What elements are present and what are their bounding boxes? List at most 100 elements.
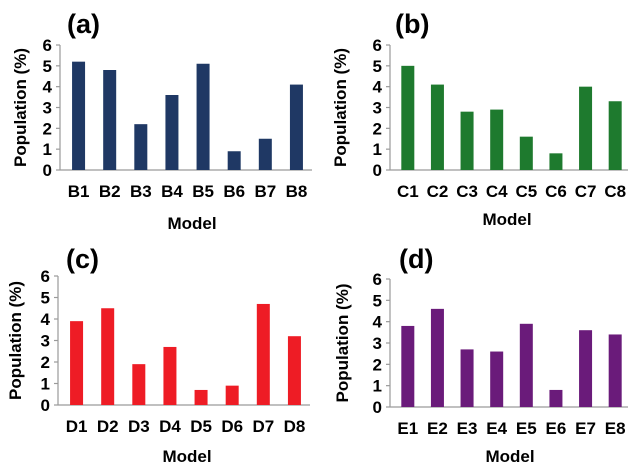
bar-B5 <box>196 63 210 170</box>
y-tick-label: 4 <box>43 78 53 97</box>
bar-E8 <box>608 334 622 407</box>
x-tick-label: C8 <box>604 182 626 201</box>
x-tick-label: C3 <box>456 182 478 201</box>
bar-C7 <box>579 86 593 170</box>
bar-D7 <box>256 303 270 405</box>
x-tick-label: E1 <box>397 419 418 438</box>
bar-C8 <box>608 101 622 170</box>
bar-C5 <box>519 136 533 170</box>
y-tick-label: 5 <box>373 291 382 310</box>
y-tick-label: 6 <box>41 267 50 286</box>
bar-C6 <box>549 153 563 170</box>
x-tick-label: D3 <box>128 417 150 436</box>
panel-label: (b) <box>395 9 429 39</box>
y-tick-label: 0 <box>373 398 382 417</box>
bar-B3 <box>134 124 148 170</box>
x-tick-label: B3 <box>130 182 152 201</box>
bar-E2 <box>430 308 444 407</box>
y-tick-label: 3 <box>43 99 52 118</box>
bar-D5 <box>194 389 208 405</box>
y-tick-label: 4 <box>41 310 51 329</box>
x-axis-title: Model <box>167 214 216 233</box>
y-axis-title: Population (%) <box>333 284 352 403</box>
bar-D1 <box>70 321 84 405</box>
bar-E1 <box>401 325 415 407</box>
y-tick-label: 6 <box>43 36 52 55</box>
y-tick-label: 3 <box>373 99 382 118</box>
y-tick-label: 0 <box>41 396 50 415</box>
y-tick-label: 5 <box>41 289 50 308</box>
x-tick-label: C4 <box>486 182 508 201</box>
x-tick-label: B4 <box>161 182 183 201</box>
bar-B1 <box>72 61 86 170</box>
panel-label: (c) <box>66 244 99 274</box>
x-tick-label: B7 <box>254 182 276 201</box>
bar-B4 <box>165 95 179 170</box>
chart-panel-3: (c) 0 1 2 3 4 5 6 Population (%) D1 D2 D3 D4 D5 D6 D7 D8… <box>6 244 310 466</box>
bar-D2 <box>101 308 115 405</box>
x-tick-label: E8 <box>605 419 626 438</box>
x-tick-label: B1 <box>68 182 90 201</box>
y-tick-label: 0 <box>43 161 52 180</box>
y-tick-label: 2 <box>43 119 52 138</box>
bar-E5 <box>519 323 533 407</box>
y-tick-label: 3 <box>373 334 382 353</box>
x-axis-title: Model <box>485 447 534 466</box>
chart-panel-4: (d) 0 1 2 3 4 5 6 Population (%) E1 E2 E3 E4 E5 E6 E7 E8… <box>333 244 628 466</box>
x-axis-title: Model <box>482 210 531 229</box>
y-tick-label: 1 <box>41 375 50 394</box>
y-axis-title: Population (%) <box>6 281 25 400</box>
x-tick-label: D6 <box>221 417 243 436</box>
x-tick-label: E7 <box>575 419 596 438</box>
y-tick-label: 1 <box>43 140 52 159</box>
bar-E7 <box>579 330 593 407</box>
bar-C1 <box>401 65 415 170</box>
bar-C4 <box>490 109 504 170</box>
y-tick-label: 6 <box>373 36 382 55</box>
y-tick-label: 1 <box>373 140 382 159</box>
bar-B7 <box>258 138 272 170</box>
y-tick-label: 1 <box>373 377 382 396</box>
bar-D4 <box>163 346 177 405</box>
x-tick-label: D5 <box>190 417 212 436</box>
x-tick-label: D1 <box>66 417 88 436</box>
x-tick-label: E6 <box>546 419 567 438</box>
x-tick-label: E3 <box>457 419 478 438</box>
bar-E3 <box>460 349 474 407</box>
x-tick-label: C6 <box>545 182 567 201</box>
y-axis-title: Population (%) <box>11 48 30 167</box>
y-tick-label: 2 <box>373 355 382 374</box>
y-tick-label: 3 <box>41 332 50 351</box>
bar-C3 <box>460 111 474 170</box>
x-tick-label: E4 <box>486 419 507 438</box>
bar-D8 <box>287 336 301 405</box>
bar-E4 <box>490 351 504 407</box>
x-tick-label: B2 <box>99 182 121 201</box>
x-axis-title: Model <box>162 447 211 466</box>
y-tick-label: 2 <box>41 353 50 372</box>
bar-D3 <box>132 364 146 405</box>
y-tick-label: 4 <box>373 313 383 332</box>
y-tick-label: 5 <box>373 57 382 76</box>
y-tick-label: 4 <box>373 78 383 97</box>
x-tick-label: C5 <box>515 182 537 201</box>
x-tick-label: E2 <box>427 419 448 438</box>
bar-B2 <box>103 70 117 170</box>
y-tick-label: 5 <box>43 57 52 76</box>
y-tick-label: 6 <box>373 270 382 289</box>
x-tick-label: E5 <box>516 419 537 438</box>
x-tick-label: B5 <box>192 182 214 201</box>
x-tick-label: C1 <box>397 182 419 201</box>
x-tick-label: B6 <box>223 182 245 201</box>
y-tick-label: 2 <box>373 119 382 138</box>
bar-B6 <box>227 151 241 170</box>
x-tick-label: D2 <box>97 417 119 436</box>
bar-D6 <box>225 385 239 405</box>
x-tick-label: D7 <box>252 417 274 436</box>
y-axis-title: Population (%) <box>331 48 350 167</box>
x-tick-label: C2 <box>427 182 449 201</box>
bar-E6 <box>549 389 563 407</box>
